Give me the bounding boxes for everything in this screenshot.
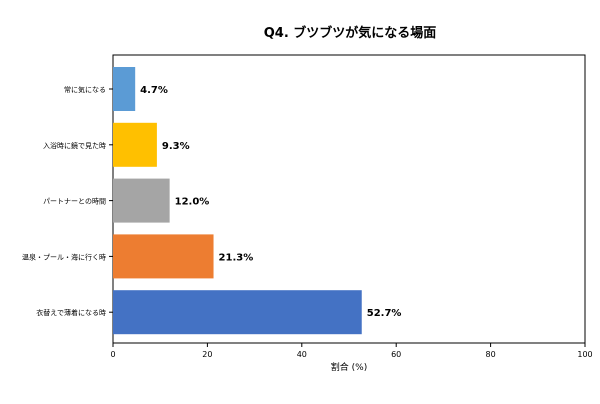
- bar-value-label: 12.0%: [175, 197, 210, 208]
- category-label: 常に気になる: [64, 85, 106, 94]
- x-tick-label: 40: [297, 350, 307, 359]
- chart-title: Q4. ブツブツが気になる場面: [264, 25, 437, 41]
- bar-value-label: 52.7%: [367, 308, 402, 319]
- x-tick-label: 20: [202, 350, 212, 359]
- bar-3: [113, 178, 170, 223]
- bar-value-label: 4.7%: [140, 85, 168, 96]
- x-tick-label: 0: [110, 350, 115, 359]
- x-tick-label: 100: [577, 350, 592, 359]
- x-axis: 0 20 40 60 80 100: [110, 343, 593, 359]
- x-axis-label: 割合 (%): [331, 361, 367, 373]
- category-label: 温泉・プール・海に行く時: [22, 252, 106, 261]
- category-labels-group: 常に気になる入浴時に鏡で見た時パートナーとの時間温泉・プール・海に行く時衣替えで…: [22, 85, 113, 317]
- bar-value-label: 21.3%: [219, 252, 254, 263]
- bars-group: 4.7% 9.3% 12.0% 21.3% 52.7%: [113, 67, 402, 335]
- category-label: パートナーとの時間: [43, 198, 106, 206]
- x-tick-label: 80: [486, 350, 496, 359]
- bar-2: [113, 122, 157, 167]
- category-label: 衣替えで薄着になる時: [36, 308, 106, 317]
- bar-value-label: 9.3%: [162, 141, 190, 152]
- bar-4: [113, 234, 214, 279]
- bar-5: [113, 290, 362, 335]
- x-tick-label: 60: [391, 350, 401, 359]
- bar-1: [113, 67, 136, 111]
- category-label: 入浴時に鏡で見た時: [43, 141, 106, 150]
